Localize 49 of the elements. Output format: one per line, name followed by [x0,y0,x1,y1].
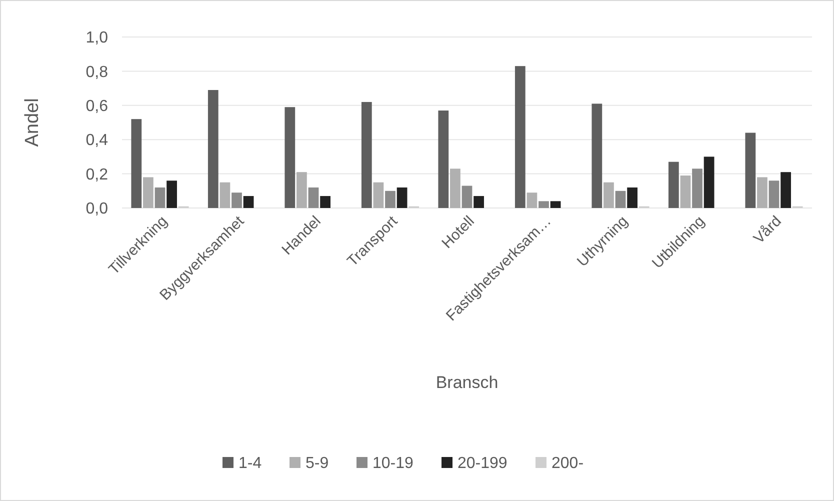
legend-label: 5-9 [306,455,329,472]
bar [780,172,791,208]
bar [745,132,756,208]
legend-label: 200- [552,455,584,472]
bar [373,182,384,208]
bar [680,176,691,208]
bar [604,182,614,208]
bar [143,177,154,208]
bar [220,182,230,208]
bar [514,66,526,208]
bar [704,156,714,208]
bar [526,192,538,208]
bar [668,162,679,208]
bar [232,192,242,208]
bar [538,201,549,208]
bar [592,104,602,208]
y-tick-label: 1,0 [86,30,108,47]
legend-label: 1-4 [238,455,262,472]
bar [131,119,142,208]
bar [166,180,177,208]
bar [243,196,254,208]
y-tick-label: 0,0 [86,200,108,218]
bar [627,187,638,208]
bar [438,110,449,208]
x-axis-title: Bransch [436,373,498,392]
bar [284,107,296,208]
bar [768,180,780,208]
legend-label: 20-199 [458,455,508,472]
bar [550,201,561,208]
bar [385,190,396,208]
bar [361,102,372,208]
bar [615,190,626,208]
bar [462,186,472,208]
bar [154,187,166,208]
bar [474,196,484,208]
y-tick-label: 0,8 [86,64,108,81]
y-tick-label: 0,2 [86,166,108,184]
y-tick-label: 0,6 [86,98,108,115]
legend-label: 10-19 [372,455,414,472]
bar [308,187,319,208]
bar [320,196,330,208]
y-axis-title: Andel [22,98,43,147]
bar [208,90,218,208]
bar [692,168,702,208]
bar [450,168,460,208]
bar [757,177,768,208]
bar [296,172,307,208]
bar [396,187,408,208]
y-tick-label: 0,4 [86,132,108,150]
